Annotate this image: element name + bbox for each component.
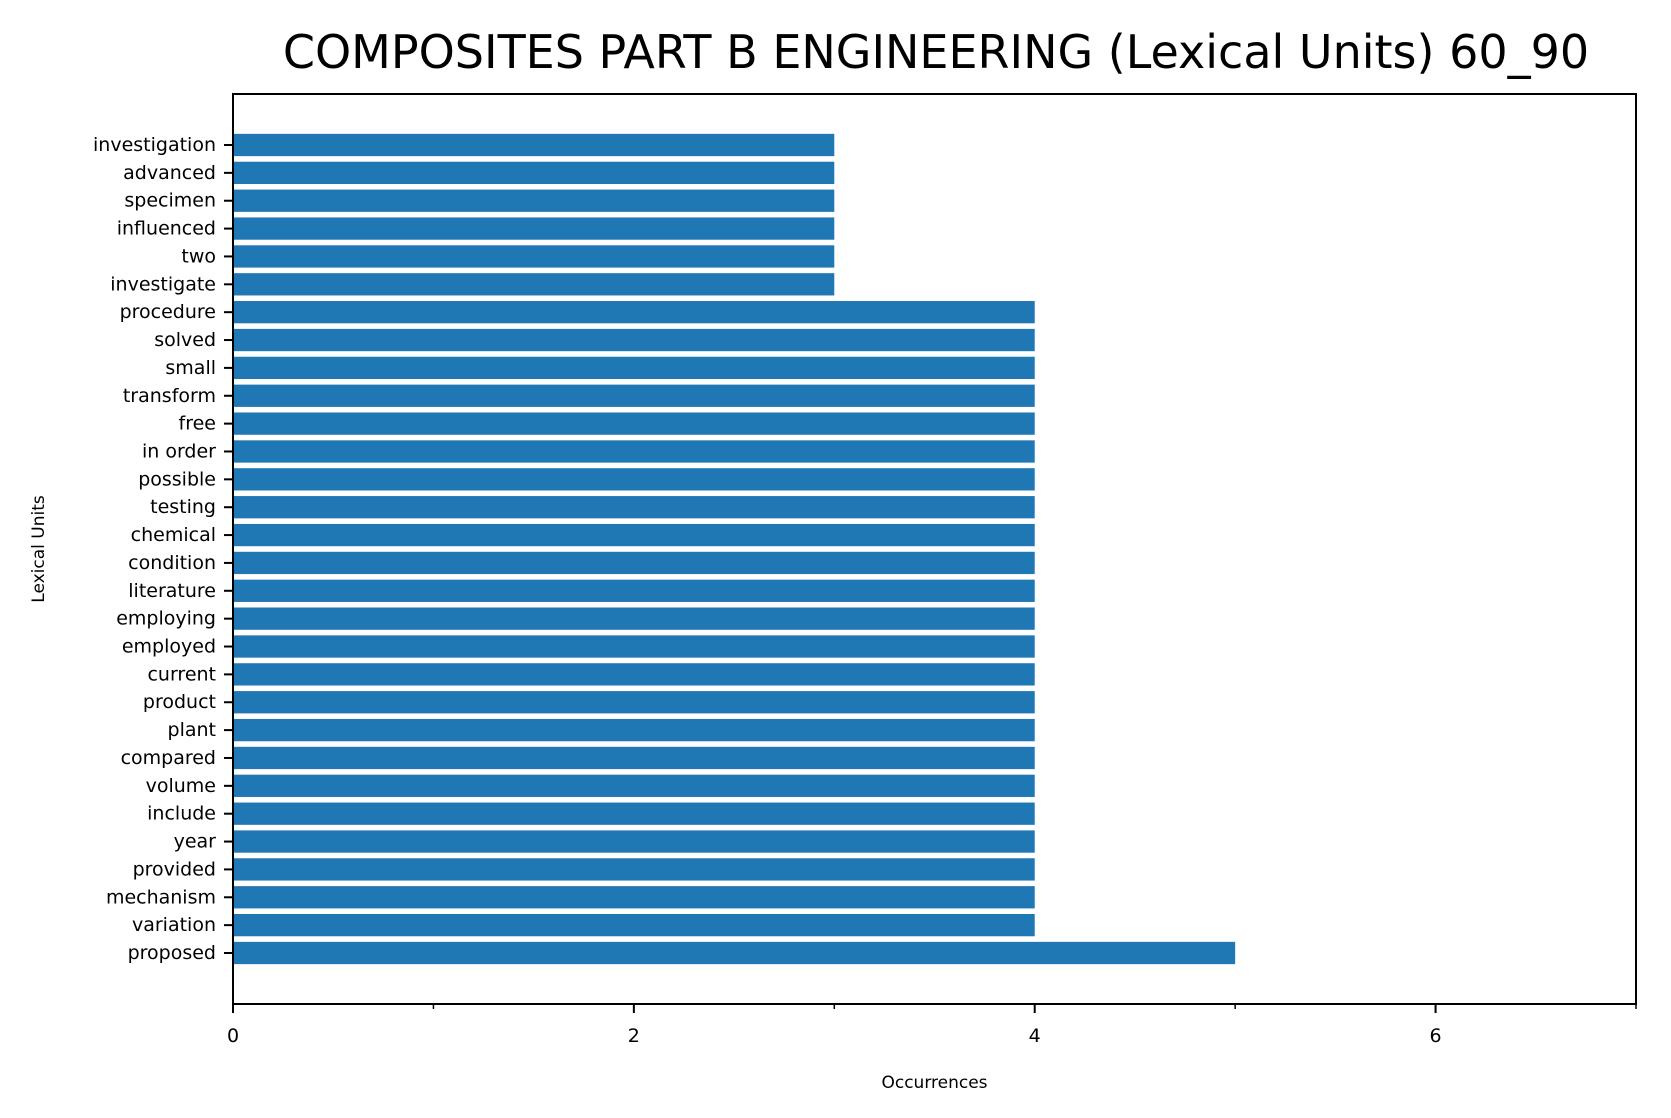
bar-in-order bbox=[233, 440, 1035, 463]
bar-possible bbox=[233, 468, 1035, 491]
y-tick-label: employing bbox=[116, 608, 216, 630]
bar-employing bbox=[233, 607, 1035, 630]
bar-variation bbox=[233, 913, 1035, 937]
bars bbox=[233, 133, 1236, 965]
bar-advanced bbox=[233, 161, 835, 185]
x-tick-label: 2 bbox=[628, 1025, 640, 1047]
y-tick-label: possible bbox=[138, 468, 216, 490]
y-tick-label: condition bbox=[128, 552, 216, 574]
bar-chemical bbox=[233, 523, 1035, 547]
y-tick-label: free bbox=[179, 413, 216, 435]
y-tick-label: volume bbox=[146, 775, 216, 797]
y-tick-label: influenced bbox=[117, 218, 216, 240]
bar-procedure bbox=[233, 301, 1035, 324]
y-tick-label: employed bbox=[122, 636, 216, 658]
bar-small bbox=[233, 356, 1035, 380]
bar-investigate bbox=[233, 273, 835, 296]
bar-mechanism bbox=[233, 886, 1035, 909]
bar-proposed bbox=[233, 941, 1236, 965]
bar-transform bbox=[233, 384, 1035, 407]
bar-free bbox=[233, 412, 1035, 435]
x-tick-label: 0 bbox=[227, 1025, 239, 1047]
y-tick-label: current bbox=[147, 663, 216, 685]
y-tick-label: investigate bbox=[110, 273, 216, 295]
bar-specimen bbox=[233, 189, 835, 212]
bar-volume bbox=[233, 774, 1035, 797]
bar-product bbox=[233, 691, 1035, 714]
y-tick-label: literature bbox=[128, 580, 216, 602]
y-tick-label: chemical bbox=[131, 524, 216, 546]
y-tick-label: provided bbox=[133, 858, 216, 880]
y-tick-label: product bbox=[143, 691, 216, 713]
y-tick-label: specimen bbox=[124, 190, 216, 212]
y-tick-label: variation bbox=[132, 914, 216, 936]
y-tick-label: in order bbox=[142, 440, 216, 462]
y-tick-label: investigation bbox=[93, 134, 216, 156]
x-tick-label: 6 bbox=[1430, 1025, 1442, 1047]
y-tick-label: plant bbox=[168, 719, 216, 741]
bar-testing bbox=[233, 496, 1035, 519]
bar-plant bbox=[233, 718, 1035, 742]
y-tick-label: mechanism bbox=[106, 886, 216, 908]
bar-provided bbox=[233, 858, 1035, 881]
bar-investigation bbox=[233, 133, 835, 157]
y-tick-label: advanced bbox=[123, 162, 216, 184]
y-tick-label: compared bbox=[121, 747, 216, 769]
plot-frame bbox=[232, 93, 1637, 1005]
y-tick-label: year bbox=[174, 831, 217, 853]
x-axis-ticks: 0 2 4 6 bbox=[227, 1004, 1637, 1047]
y-tick-label: transform bbox=[123, 385, 216, 407]
y-tick-label: two bbox=[181, 245, 216, 267]
y-tick-label: procedure bbox=[120, 301, 216, 323]
y-tick-label: small bbox=[165, 357, 216, 379]
y-tick-label: include bbox=[147, 803, 216, 825]
y-axis-label: Lexical Units bbox=[29, 495, 49, 603]
bar-literature bbox=[233, 579, 1035, 602]
bar-condition bbox=[233, 551, 1035, 575]
bar-influenced bbox=[233, 217, 835, 240]
bar-include bbox=[233, 802, 1035, 825]
x-tick-label: 4 bbox=[1029, 1025, 1041, 1047]
bar-compared bbox=[233, 746, 1035, 770]
y-axis-ticks: proposed variation mechanism provided year in… bbox=[93, 134, 233, 964]
chart-title: COMPOSITES PART B ENGINEERING (Lexical U… bbox=[283, 25, 1589, 79]
bar-employed bbox=[233, 635, 1035, 658]
bar-solved bbox=[233, 328, 1035, 352]
y-tick-label: testing bbox=[150, 496, 216, 518]
y-tick-label: proposed bbox=[128, 942, 216, 964]
x-axis-label: Occurrences bbox=[881, 1073, 987, 1093]
bar-two bbox=[233, 245, 835, 268]
bar-current bbox=[233, 663, 1035, 686]
y-tick-label: solved bbox=[154, 329, 216, 351]
bar-year bbox=[233, 830, 1035, 853]
